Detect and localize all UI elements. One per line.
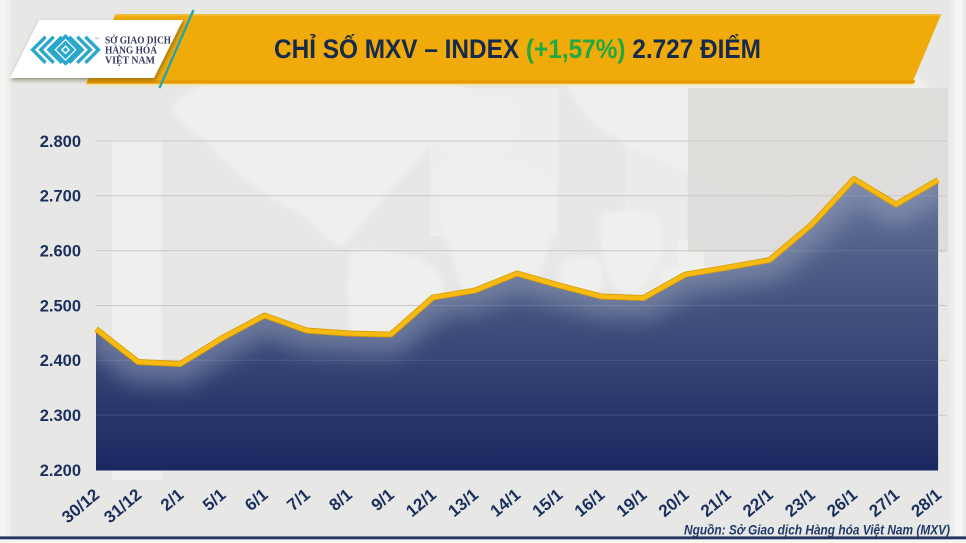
svg-text:2.300: 2.300	[40, 407, 81, 425]
svg-text:SỞ GIAO DỊCH: SỞ GIAO DỊCH	[105, 35, 171, 47]
svg-text:CHỈ SỐ MXV – INDEX (+1,57%) 2.: CHỈ SỐ MXV – INDEX (+1,57%) 2.727 ĐIỂM	[274, 32, 761, 64]
svg-text:HÀNG HÓA: HÀNG HÓA	[105, 45, 158, 57]
svg-text:VIỆT NAM: VIỆT NAM	[105, 54, 156, 67]
svg-text:2.400: 2.400	[40, 352, 81, 370]
svg-text:2.200: 2.200	[40, 462, 81, 480]
svg-text:2.800: 2.800	[40, 133, 81, 151]
svg-text:2.500: 2.500	[40, 297, 81, 315]
svg-text:Nguồn: Sở Giao dịch Hàng hóa V: Nguồn: Sở Giao dịch Hàng hóa Việt Nam (M…	[684, 522, 950, 537]
svg-text:2.700: 2.700	[40, 188, 81, 206]
svg-text:2.600: 2.600	[40, 243, 81, 261]
svg-text:™: ™	[94, 37, 100, 43]
